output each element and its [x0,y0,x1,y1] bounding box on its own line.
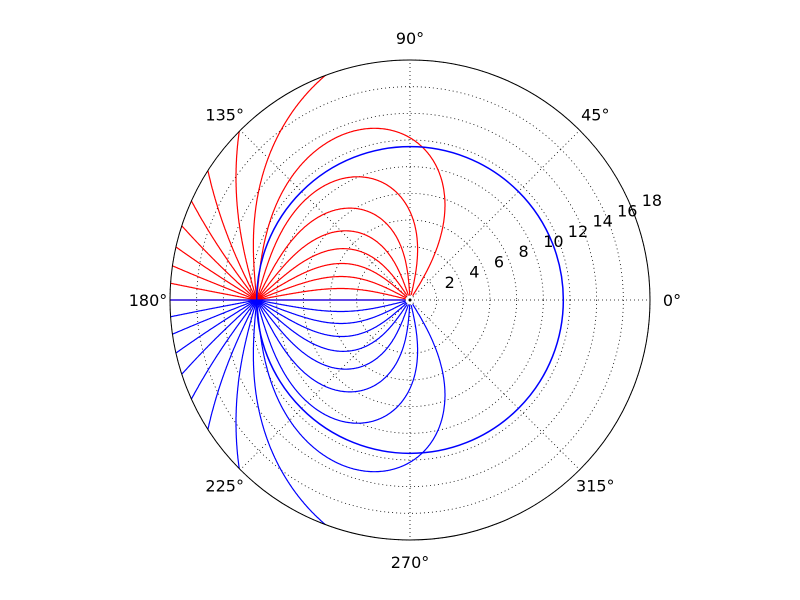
blue-field-line [203,299,258,447]
r-grid-circle [356,246,464,354]
r-tick-label: 2 [445,273,455,292]
blue-field-line [170,299,258,362]
red-field-line [235,110,258,301]
blue-circle [255,145,565,455]
red-field-line [252,60,359,301]
blue-field-line [252,299,359,540]
red-field-line [256,127,446,301]
blue-field-line [256,299,407,325]
blue-field-line [170,299,257,320]
blue-field-line [171,299,258,386]
red-field-line [170,280,257,301]
theta-grid-line [240,130,411,301]
theta-tick-label: 225° [205,476,244,495]
r-tick-label: 16 [617,201,637,220]
blue-field-line [256,299,411,393]
red-field-line [183,187,258,301]
theta-grid-line [240,299,411,470]
theta-grid-line [409,130,580,301]
red-field-line [256,207,411,301]
r-tick-label: 12 [568,222,588,241]
blue-field-line [235,299,258,490]
theta-grid-line [409,299,580,470]
r-grid-circle [276,166,544,434]
blue-field-line [256,299,407,338]
blue-field-line [256,299,446,473]
r-tick-label: 14 [593,212,613,231]
red-field-line [170,260,257,301]
red-field-line [170,238,258,301]
polar-frame [169,59,651,541]
blue-field-line [256,299,408,352]
r-tick-label: 8 [519,242,529,261]
r-tick-label: 6 [494,252,504,271]
theta-tick-label: 0° [663,291,681,310]
red-field-line [256,230,410,301]
origin-dot [408,298,412,302]
r-grid-circle [302,192,518,408]
red-field-line [256,262,407,301]
red-field-line [256,275,407,301]
blue-field-line [170,299,257,340]
theta-tick-label: 270° [391,553,430,572]
blue-field-line [256,299,410,370]
red-field-line [171,214,258,301]
r-tick-label: 10 [543,232,563,251]
r-grid-circle [382,272,438,328]
r-grid-circle [222,112,598,488]
r-grid-circle [196,86,624,514]
theta-tick-label: 135° [205,106,244,125]
blue-field-line [256,299,406,313]
r-tick-label: 4 [469,263,479,282]
theta-tick-label: 45° [581,106,609,125]
blue-field-line [183,299,258,413]
r-tick-label: 18 [642,191,662,210]
theta-tick-label: 90° [396,29,424,48]
red-field-line [256,176,419,301]
theta-tick-label: 180° [129,291,168,310]
red-field-line [203,153,258,301]
polar-frame-circle [169,59,651,541]
plot-curves [170,60,565,540]
red-field-line [256,248,408,301]
red-field-line [256,287,406,301]
theta-tick-label: 315° [576,476,615,495]
blue-field-line [256,299,419,424]
